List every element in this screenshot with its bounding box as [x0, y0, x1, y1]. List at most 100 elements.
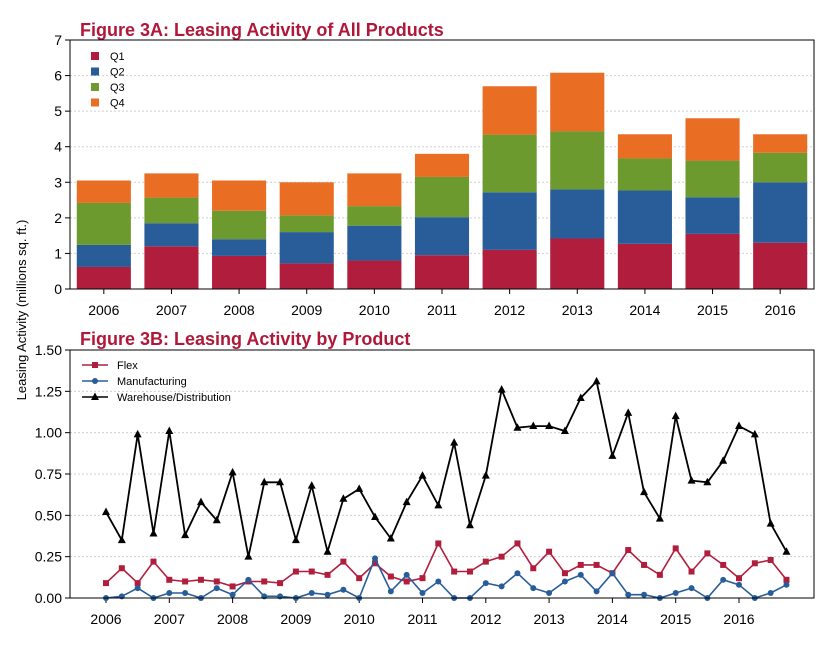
bar-q1-2010 — [347, 260, 402, 289]
point-manufacturing — [229, 591, 236, 598]
bar-q4-2016 — [753, 134, 808, 153]
point-warehouse-distribution — [386, 533, 395, 542]
point-flex — [561, 570, 568, 577]
bar-q4-2011 — [414, 153, 470, 177]
bar-q2-2011 — [414, 217, 470, 256]
point-warehouse-distribution — [529, 421, 538, 430]
bar-q3-2013 — [550, 131, 605, 190]
point-flex — [182, 578, 189, 585]
x-tick-label-a: 2015 — [697, 302, 728, 318]
x-tick-label-b: 2011 — [407, 611, 437, 627]
point-flex — [261, 578, 268, 585]
bar-q4-2015 — [685, 118, 740, 161]
point-flex — [498, 553, 505, 560]
point-manufacturing — [720, 576, 727, 583]
point-warehouse-distribution — [434, 500, 443, 509]
point-manufacturing — [213, 585, 220, 592]
point-flex — [308, 568, 315, 575]
x-tick-label-a: 2014 — [629, 302, 660, 318]
x-tick-label-a: 2007 — [156, 302, 187, 318]
y-axis-label: Leasing Activity (millions sq. ft.) — [14, 220, 29, 401]
legend-swatch-q2 — [91, 67, 99, 76]
y-tick-label-b: 1.25 — [35, 383, 62, 399]
y-tick-label-b: 0.00 — [35, 590, 62, 606]
point-flex — [672, 545, 679, 552]
point-flex — [767, 556, 774, 563]
point-flex — [736, 575, 742, 582]
point-manufacturing — [340, 586, 347, 593]
figure-3b-panel: 0.00 0.25 0.50 0.75 1.00 1.25 1.50 2006 2007 2008… — [35, 342, 815, 627]
bar-q2-2007 — [144, 223, 199, 247]
bar-q2-2008 — [212, 239, 267, 256]
point-warehouse-distribution — [513, 423, 522, 431]
y-tick-label-a: 5 — [54, 103, 62, 119]
point-warehouse-distribution — [402, 497, 411, 506]
point-warehouse-distribution — [687, 476, 696, 484]
point-manufacturing — [577, 571, 584, 578]
point-warehouse-distribution — [560, 426, 569, 435]
x-tick-label-b: 2012 — [470, 611, 501, 627]
bar-q3-2010 — [347, 206, 402, 226]
point-manufacturing — [672, 590, 679, 597]
bar-q2-2016 — [753, 182, 808, 243]
point-manufacturing — [482, 580, 489, 587]
point-warehouse-distribution — [640, 487, 649, 496]
x-tick-label-a: 2011 — [427, 302, 457, 318]
point-warehouse-distribution — [782, 547, 791, 555]
point-warehouse-distribution — [450, 438, 459, 446]
point-manufacturing — [609, 570, 616, 577]
point-warehouse-distribution — [133, 429, 142, 438]
x-tick-label-a: 2006 — [88, 302, 119, 318]
point-warehouse-distribution — [497, 385, 506, 393]
point-flex — [213, 578, 220, 585]
point-warehouse-distribution — [735, 421, 743, 430]
bar-q4-2006 — [76, 180, 131, 203]
point-warehouse-distribution — [592, 376, 601, 385]
point-flex — [704, 550, 711, 557]
y-tick-label-a: 1 — [54, 245, 62, 261]
point-manufacturing — [546, 590, 553, 597]
legend-label-q4: Q4 — [110, 98, 125, 110]
point-flex — [292, 568, 299, 575]
y-tick-label-a: 3 — [54, 174, 62, 190]
series-line-warehouse-distribution — [105, 379, 788, 557]
point-flex — [324, 571, 331, 578]
bar-q1-2013 — [550, 238, 605, 289]
point-manufacturing — [736, 581, 742, 588]
bar-q2-2015 — [685, 197, 740, 234]
point-warehouse-distribution — [165, 426, 174, 435]
y-tick-label-b: 0.75 — [35, 466, 62, 482]
legend-label-warehouse-distribution: Warehouse/Distribution — [117, 392, 231, 404]
point-manufacturing — [419, 590, 426, 597]
legend-swatch-q3 — [91, 83, 99, 91]
point-manufacturing — [688, 585, 695, 592]
point-manufacturing — [372, 555, 379, 562]
point-warehouse-distribution — [291, 535, 300, 544]
point-flex — [751, 560, 758, 567]
bar-q3-2015 — [685, 160, 740, 198]
y-tick-label-a: 2 — [54, 210, 62, 226]
point-warehouse-distribution — [371, 512, 380, 520]
point-warehouse-distribution — [244, 552, 253, 560]
bar-q2-2014 — [617, 190, 672, 244]
point-flex — [387, 573, 394, 580]
point-flex — [482, 558, 489, 565]
series-line-flex — [105, 541, 788, 588]
point-manufacturing — [641, 591, 648, 598]
x-tick-label-b: 2007 — [154, 611, 185, 627]
y-tick-label-a: 6 — [54, 68, 62, 84]
legend-label-flex: Flex — [117, 360, 138, 372]
point-manufacturing — [403, 571, 410, 578]
point-manufacturing — [166, 590, 173, 597]
x-tick-label-b: 2008 — [217, 611, 248, 627]
bar-q2-2012 — [482, 192, 537, 250]
point-flex — [103, 580, 109, 587]
point-warehouse-distribution — [624, 408, 633, 416]
point-warehouse-distribution — [465, 520, 474, 529]
point-flex — [340, 558, 347, 565]
figure-3a-panel: 0 1 2 3 4 5 6 7 2006 2007 2008 2009 2010 2011 2012 2013… — [54, 32, 815, 318]
x-tick-label-a: 2008 — [224, 302, 255, 318]
bar-q2-2010 — [347, 225, 402, 261]
point-flex — [403, 578, 410, 585]
bar-q4-2007 — [144, 173, 199, 198]
